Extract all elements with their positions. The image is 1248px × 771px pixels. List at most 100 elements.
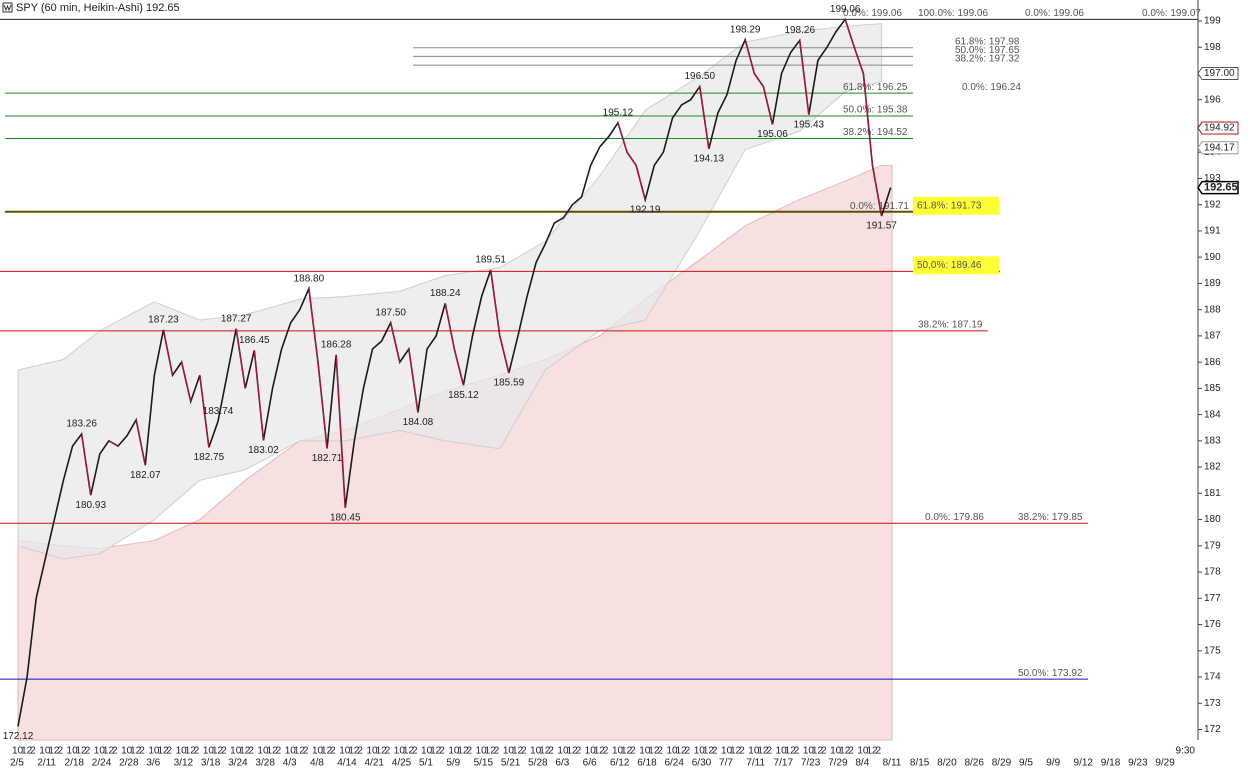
x-hour-label: 2 [657,746,663,757]
swing-label: 196.50 [684,71,715,82]
price-marker-box [1197,180,1239,195]
down-segment [617,122,628,153]
x-hour-label: 10 [367,746,379,757]
y-tick-label: 180 [1204,514,1221,525]
price-marker-box [1197,141,1239,155]
x-date-label: 9/9 [1046,758,1060,769]
x-hour-label: 12 [648,746,660,757]
x-date-label: 8/4 [855,758,869,769]
down-segment [862,73,874,166]
x-date-label: 5/15 [474,758,494,769]
x-hour-label: 12 [185,746,197,757]
x-date-label: 8/15 [910,758,930,769]
down-segment [699,86,710,149]
y-tick-label: 183 [1204,435,1221,446]
down-segment [762,86,774,125]
x-hour-label: 2 [357,746,363,757]
level-label: 38.2%: 187.19 [918,320,983,331]
y-tick-label: 179 [1204,540,1221,551]
x-hour-label: 10 [230,746,242,757]
chart-title: SPY (60 min, Heikin-Ashi) 192.65 [16,2,180,14]
x-date-label: 5/21 [501,758,521,769]
x-date-label: 8/26 [964,758,984,769]
down-segment [335,354,346,508]
x-hour-label: 10 [612,746,624,757]
level-label: 0.0%: 199.06 [1025,8,1084,19]
x-hour-label: 10 [39,746,51,757]
down-segment [490,269,501,336]
x-hour-label: 2 [30,746,36,757]
x-hour-label: 10 [176,746,188,757]
y-tick-label: 177 [1204,593,1221,604]
price-marker-label: 197.00 [1204,68,1235,79]
x-date-label: 3/24 [228,758,248,769]
x-hour-label: 12 [348,746,360,757]
level-label: 50.0%: 195.38 [843,105,908,116]
x-hour-label: 10 [312,746,324,757]
swing-label: 189.51 [475,255,506,266]
price-marker-label: 194.92 [1204,123,1235,134]
x-hour-label: 12 [130,746,142,757]
x-hour-label: 2 [766,746,772,757]
swing-label: 198.29 [730,24,761,35]
down-segment [308,288,319,363]
down-segment [135,419,146,466]
x-hour-label: 2 [221,746,227,757]
x-hour-label: 10 [94,746,106,757]
x-hour-label: 12 [512,746,524,757]
x-date-label: 8/11 [883,758,902,769]
price-marker-box [1197,121,1239,135]
down-segment [744,39,755,74]
x-hour-label: 12 [730,746,742,757]
down-segment [844,19,855,48]
down-segment [181,361,192,402]
x-hour-label: 2 [548,746,554,757]
y-tick-label: 189 [1204,278,1221,289]
x-hour-label: 10 [585,746,597,757]
swing-label: 186.28 [321,339,352,350]
y-tick-label: 190 [1204,252,1221,263]
down-segment [453,348,464,386]
x-hour-label: 10 [748,746,760,757]
swing-label: 183.26 [66,419,97,430]
swing-label: 195.43 [794,119,825,130]
x-hour-label: 2 [167,746,173,757]
x-hour-label: 10 [285,746,297,757]
x-hour-label: 12 [376,746,388,757]
x-hour-label: 12 [566,746,578,757]
level-label: 0.0%: 199.07 [1142,8,1201,19]
x-date-label: 7/23 [801,758,821,769]
x-hour-label: 2 [603,746,609,757]
price-marker: 192.65 [1197,180,1239,195]
label-highlight [913,256,999,275]
x-date-label: 7/7 [719,758,733,769]
x-date-label: 6/12 [610,758,630,769]
x-date-label: 3/28 [255,758,275,769]
x-hour-label: 10 [694,746,706,757]
x-date-label: 7/29 [828,758,848,769]
x-date-label: 6/18 [637,758,657,769]
level-label: 100.0%: 199.06 [918,8,988,19]
level-label: 61.8%: 191.73 [917,200,982,211]
swing-label: 185.59 [494,378,525,389]
x-hour-label: 12 [430,746,442,757]
x-date-label: 3/12 [174,758,194,769]
y-tick-label: 173 [1204,698,1221,709]
x-hour-label: 10 [830,746,842,757]
x-hour-label: 2 [630,746,636,757]
down-segment [626,151,637,166]
x-date-label: 2/24 [92,758,112,769]
x-hour-label: 2 [821,746,827,757]
x-date-label: 9/5 [1019,758,1033,769]
x-hour-label: 12 [457,746,469,757]
down-segment [253,350,265,441]
x-hour-label: 12 [239,746,251,757]
x-hour-label: 2 [139,746,145,757]
x-hour-label: 12 [594,746,606,757]
x-date-label: 5/28 [528,758,548,769]
x-date-label: 9/12 [1074,758,1094,769]
x-hour-label: 10 [776,746,788,757]
x-date-label: 6/6 [583,758,597,769]
x-hour-label: 12 [703,746,715,757]
x-hour-label: 12 [212,746,224,757]
